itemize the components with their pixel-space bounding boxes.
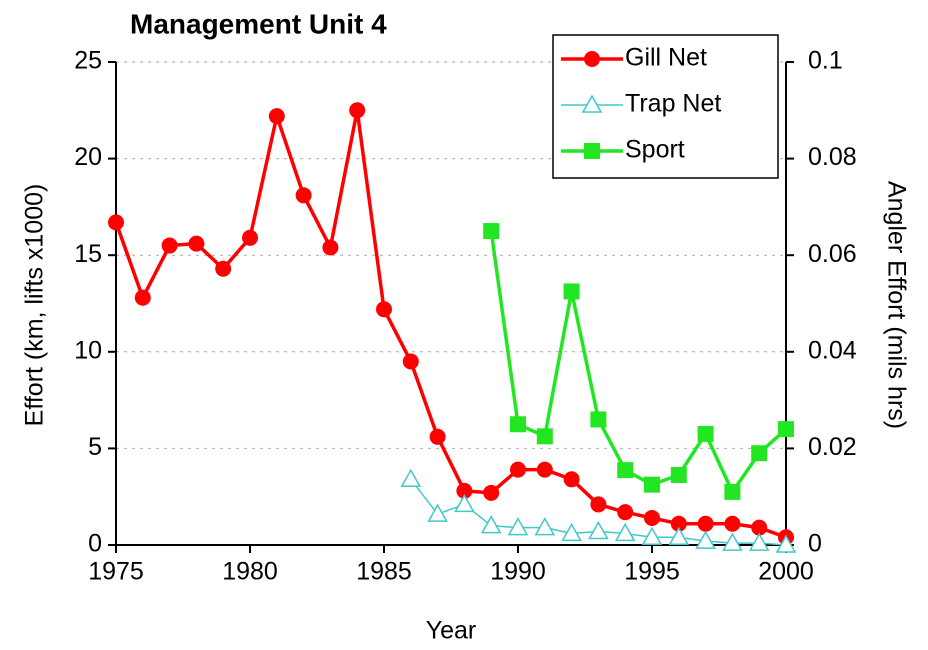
y-tick-label: 20 [74,143,102,171]
marker [188,235,205,252]
marker [268,108,285,125]
marker [584,51,600,67]
y2-tick-label: 0.08 [808,143,857,171]
x-tick-label: 1980 [222,558,278,586]
marker [134,289,151,306]
y-tick-label: 10 [74,336,102,364]
marker [724,515,741,532]
marker [427,503,448,522]
marker [349,102,366,119]
marker [617,462,634,479]
marker [536,428,553,445]
marker [778,421,794,438]
x-axis-label: Year [426,617,477,645]
y2-tick-label: 0 [808,530,822,558]
marker [590,496,607,513]
marker [590,411,607,428]
y-axis-label: Effort (km, lifts x1000) [21,184,49,427]
marker [668,526,690,546]
marker [322,239,339,256]
legend: Gill Net Trap Net Sport [552,34,779,179]
legend-label: Sport [625,136,685,164]
marker [161,237,178,254]
x-tick-label: 1990 [490,558,546,586]
y2-tick-label: 0.06 [808,240,857,268]
x-tick-label: 1995 [624,558,680,586]
y-tick-label: 15 [74,240,102,268]
y2-tick-label: 0.02 [808,433,857,461]
marker [644,476,660,493]
marker [751,519,768,536]
marker [670,466,687,483]
x-tick-label: 2000 [758,558,814,586]
marker [456,482,473,499]
marker [295,187,312,204]
marker [670,515,687,532]
marker [724,483,741,500]
legend-label: Gill Net [625,44,707,72]
x-tick-label: 1975 [88,558,144,586]
marker [510,416,526,433]
marker [534,517,556,536]
marker [697,515,714,532]
marker [581,94,603,113]
marker [748,532,770,551]
chart-title: Management Unit 4 [130,8,387,39]
marker [641,526,663,546]
marker [400,468,422,488]
x-tick-label: 1985 [356,558,412,586]
marker [483,223,500,240]
y2-tick-label: 0.1 [808,47,843,75]
marker [588,520,609,540]
marker [242,229,258,246]
series-line [489,230,788,496]
marker [480,515,502,534]
y-tick-label: 0 [88,530,102,558]
marker [376,301,392,318]
marker [644,509,660,526]
marker [429,428,446,445]
marker [563,471,580,488]
marker [722,532,743,551]
marker [536,461,553,478]
marker [402,353,419,370]
y-tick-label: 25 [74,47,102,75]
marker [697,425,714,442]
marker [614,522,636,542]
y2-axis-label: Angler Effort (mils hrs) [882,181,910,429]
marker [510,461,526,478]
marker [507,517,529,536]
marker [108,214,124,231]
y-tick-label: 5 [88,433,102,461]
marker [695,530,716,549]
marker [561,522,582,542]
marker [751,445,768,462]
marker [617,504,634,521]
legend-label: Trap Net [625,90,721,118]
marker [563,283,580,300]
y2-tick-label: 0.04 [808,336,857,364]
marker [584,143,600,159]
marker [483,484,500,501]
marker [454,493,475,513]
marker [775,534,797,553]
marker [215,260,232,277]
